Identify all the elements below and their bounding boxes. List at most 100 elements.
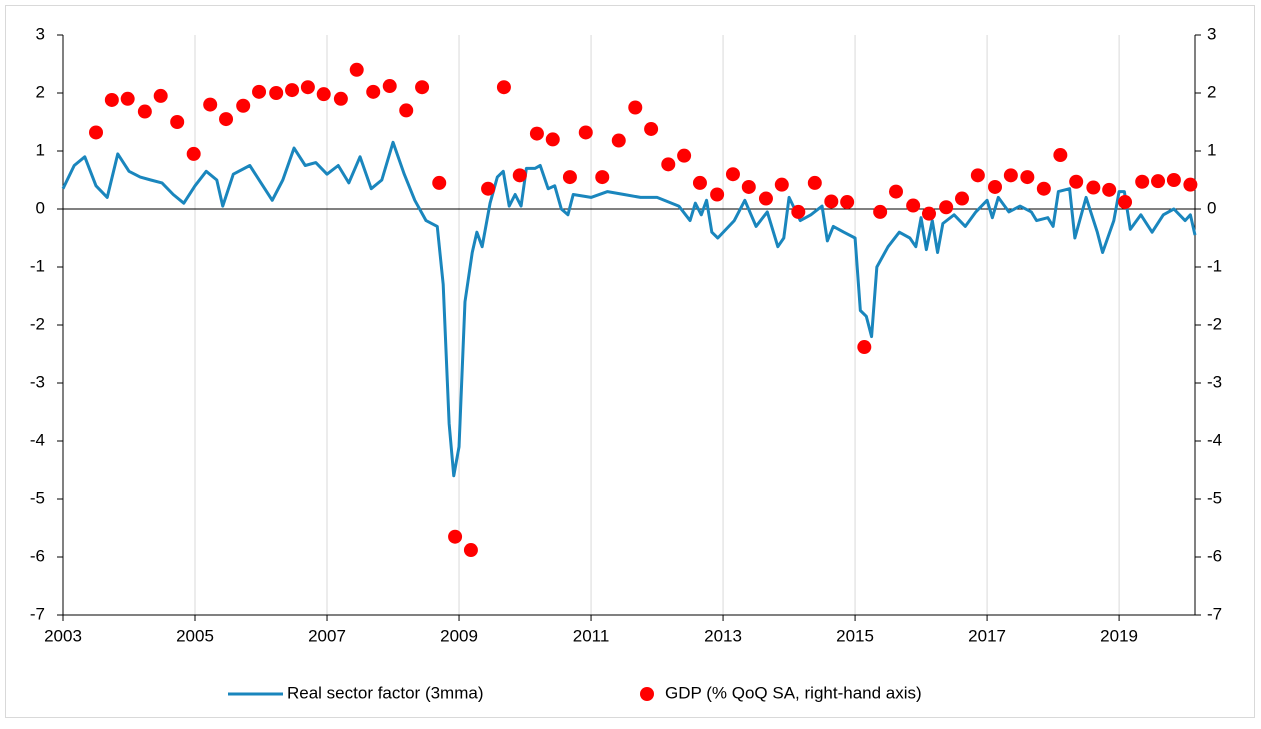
gdp-point xyxy=(692,175,707,190)
gdp-point xyxy=(857,340,872,355)
gdp-point xyxy=(153,88,168,103)
gdp-point xyxy=(1003,168,1018,183)
gdp-point xyxy=(840,195,855,210)
gdp-point xyxy=(1020,170,1035,185)
gdp-point xyxy=(481,181,496,196)
gdp-point xyxy=(269,86,284,100)
gdp-point xyxy=(1166,173,1181,187)
legend-swatch xyxy=(640,687,654,701)
y2-tick-label: -5 xyxy=(1207,488,1222,507)
y-tick-label: -7 xyxy=(30,604,45,623)
gdp-point xyxy=(988,179,1003,194)
gdp-point xyxy=(791,204,806,219)
gdp-point xyxy=(595,170,610,185)
y2-tick-label: -7 xyxy=(1207,604,1222,623)
gdp-point xyxy=(285,83,300,98)
x-tick-label: 2019 xyxy=(1100,626,1138,645)
y-tick-label: -4 xyxy=(30,430,45,449)
y-tick-label: 1 xyxy=(36,140,45,159)
y2-tick-label: 3 xyxy=(1207,24,1216,43)
gdp-point xyxy=(628,100,643,115)
gdp-point xyxy=(725,167,740,182)
gdp-point xyxy=(186,146,201,161)
gdp-point xyxy=(448,529,463,544)
gdp-point xyxy=(1135,174,1150,189)
gdp-point xyxy=(529,126,544,141)
gdp-point xyxy=(104,92,119,107)
gdp-point xyxy=(1102,182,1117,197)
gdp-point xyxy=(300,80,315,95)
gdp-point xyxy=(1086,180,1101,195)
x-tick-label: 2017 xyxy=(968,626,1006,645)
gdp-point xyxy=(415,80,430,95)
gdp-point xyxy=(89,125,104,140)
gdp-point xyxy=(219,112,234,127)
gdp-point xyxy=(774,177,789,192)
x-tick-label: 2011 xyxy=(573,626,610,645)
gdp-point xyxy=(170,115,185,129)
series-line xyxy=(61,140,1197,478)
gdp-point xyxy=(888,184,903,199)
y2-tick-label: -4 xyxy=(1207,430,1222,449)
gdp-point xyxy=(644,121,659,136)
gdp-point xyxy=(873,204,888,219)
y2-tick-label: 1 xyxy=(1207,140,1216,159)
y-tick-label: -5 xyxy=(30,488,45,507)
gdp-point xyxy=(137,104,152,119)
x-tick-label: 2005 xyxy=(176,626,214,645)
gdp-point xyxy=(611,133,626,148)
y-tick-label: -3 xyxy=(30,372,45,391)
gdp-point xyxy=(203,97,218,112)
gdp-point xyxy=(1036,181,1051,196)
gdp-point xyxy=(1069,174,1084,189)
gdp-point xyxy=(954,191,969,206)
legend-label: Real sector factor (3mma) xyxy=(287,683,484,702)
gdp-point xyxy=(677,148,692,163)
y-tick-label: 2 xyxy=(36,82,45,101)
gdp-point xyxy=(316,87,331,102)
gdp-point xyxy=(366,84,381,99)
gdp-point xyxy=(382,79,397,94)
x-tick-label: 2009 xyxy=(440,626,478,645)
gdp-point xyxy=(661,157,676,172)
y-tick-label: 3 xyxy=(36,24,45,43)
y2-tick-label: 0 xyxy=(1207,198,1216,217)
y2-tick-label: -2 xyxy=(1207,314,1222,333)
gdp-point xyxy=(333,91,348,106)
y-tick-label: -2 xyxy=(30,314,45,333)
gdp-point xyxy=(921,206,936,221)
y2-tick-label: -6 xyxy=(1207,546,1222,565)
y2-tick-label: 2 xyxy=(1207,82,1216,101)
gdp-point xyxy=(824,194,839,209)
gdp-point xyxy=(1118,195,1133,210)
gdp-point xyxy=(1053,148,1068,163)
chart-frame xyxy=(5,5,1255,718)
gdp-point xyxy=(970,168,985,183)
x-tick-label: 2013 xyxy=(704,626,742,645)
x-tick-label: 2003 xyxy=(44,626,82,645)
y2-tick-label: -1 xyxy=(1207,256,1222,275)
legend-label: GDP (% QoQ SA, right-hand axis) xyxy=(665,683,922,702)
gdp-point xyxy=(710,187,725,202)
y-tick-label: 0 xyxy=(36,198,45,217)
gdp-point xyxy=(906,198,921,213)
gdp-point xyxy=(120,91,135,106)
gdp-point xyxy=(349,62,364,77)
gdp-point xyxy=(463,543,478,558)
gdp-point xyxy=(545,132,560,147)
gdp-point xyxy=(1183,177,1198,192)
gdp-point xyxy=(939,200,954,215)
gdp-point xyxy=(512,168,527,183)
gdp-point xyxy=(741,179,756,194)
gdp-point xyxy=(496,80,511,95)
gdp-point xyxy=(758,191,773,206)
gdp-point xyxy=(399,103,414,118)
gdp-point xyxy=(578,125,593,140)
y2-tick-label: -3 xyxy=(1207,372,1222,391)
y-tick-label: -6 xyxy=(30,546,45,565)
y-tick-label: -1 xyxy=(30,256,45,275)
x-tick-label: 2015 xyxy=(836,626,874,645)
gdp-point xyxy=(807,175,822,190)
gdp-point xyxy=(1151,174,1166,189)
